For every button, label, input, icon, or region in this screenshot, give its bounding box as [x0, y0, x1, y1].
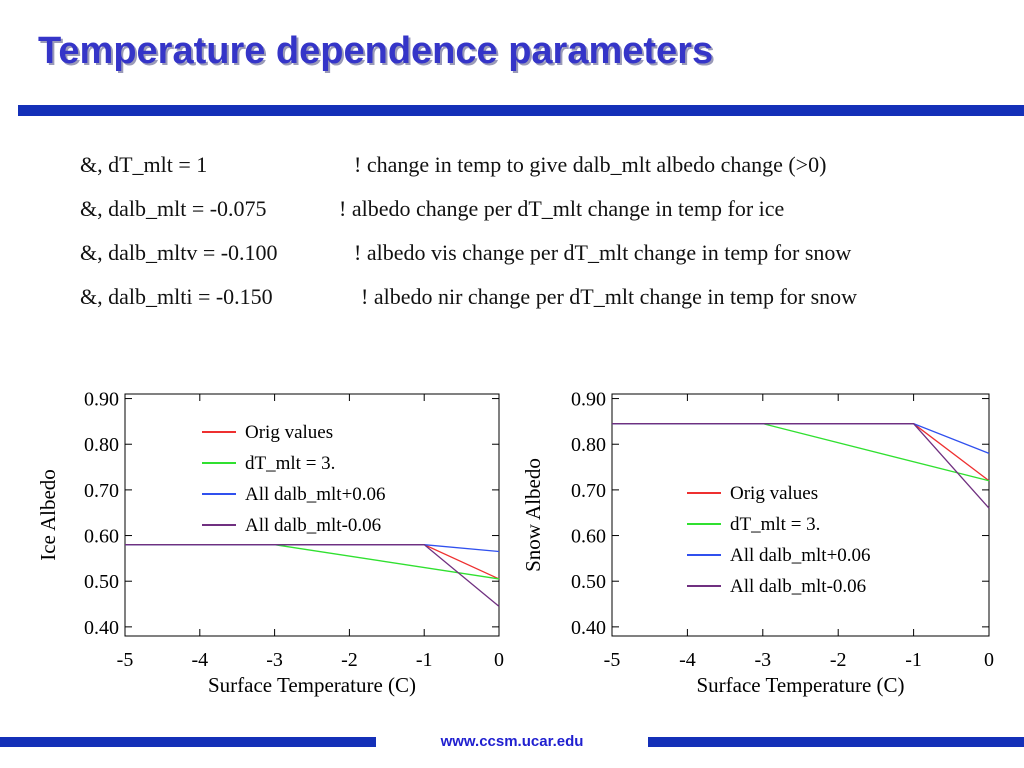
parameter-comment: ! albedo change per dT_mlt change in tem…	[339, 196, 785, 221]
legend-label: Orig values	[245, 422, 333, 443]
y-tick-label: 0.40	[571, 617, 606, 639]
x-tick-label: -1	[416, 649, 433, 671]
x-tick-label: -2	[830, 649, 847, 671]
y-axis-label: Snow Albedo	[521, 458, 545, 572]
title-divider	[18, 105, 1024, 116]
slide-title: Temperature dependence parameters	[38, 30, 714, 72]
x-tick-label: -5	[604, 649, 621, 671]
snow-albedo-chart-svg: 0.40 0.50 0.60 0.70 0.80 0.90 -5 -4 -3 -2 -1 0 Surfa…	[521, 389, 994, 697]
x-axis-label: Surface Temperature (C)	[208, 673, 416, 697]
legend-label: dT_mlt = 3.	[730, 514, 820, 535]
y-tick-label: 0.80	[571, 434, 606, 456]
parameter-comment: ! change in temp to give dalb_mlt albedo…	[354, 152, 827, 177]
footer-bar-left	[0, 737, 376, 747]
parameter-code: &, dalb_mltv = -0.100	[80, 240, 278, 265]
parameter-comment: ! albedo vis change per dT_mlt change in…	[354, 240, 852, 265]
parameter-comment: ! albedo nir change per dT_mlt change in…	[361, 284, 858, 309]
series-line	[612, 423, 990, 482]
series-line	[125, 544, 500, 580]
footer-link[interactable]: www.ccsm.ucar.edu	[440, 733, 584, 750]
x-axis-label: Surface Temperature (C)	[696, 673, 904, 697]
y-tick-label: 0.70	[84, 480, 119, 502]
plot-frame	[611, 393, 990, 637]
series-line	[612, 423, 990, 509]
series-line	[612, 423, 990, 482]
y-tick-label: 0.50	[84, 571, 119, 593]
plot-frame	[124, 393, 500, 637]
legend-label: All dalb_mlt+0.06	[730, 545, 871, 566]
x-tick-label: -1	[905, 649, 922, 671]
y-tick-label: 0.60	[84, 526, 119, 548]
x-tick-label: -4	[191, 649, 208, 671]
x-tick-label: -4	[679, 649, 696, 671]
snow-albedo-chart: 0.40 0.50 0.60 0.70 0.80 0.90 -5 -4 -3 -2 -1 0 Surfa…	[515, 378, 1005, 713]
parameter-code: &, dalb_mlti = -0.150	[80, 284, 273, 309]
legend-label: All dalb_mlt+0.06	[245, 484, 386, 505]
legend-label: Orig values	[730, 483, 818, 504]
x-tick-label: 0	[984, 649, 994, 671]
x-tick-label: -3	[754, 649, 771, 671]
parameter-code: &, dalb_mlt = -0.075	[80, 196, 267, 221]
y-tick-label: 0.70	[571, 480, 606, 502]
y-axis-label: Ice Albedo	[36, 469, 60, 561]
y-tick-label: 0.90	[571, 389, 606, 411]
y-tick-label: 0.80	[84, 434, 119, 456]
legend-label: All dalb_mlt-0.06	[245, 515, 381, 536]
ice-albedo-chart: 0.40 0.50 0.60 0.70 0.80 0.90 -5 -4 -3 -2 -1 0 Surfa…	[30, 378, 510, 713]
x-tick-label: -5	[117, 649, 134, 671]
parameter-code: &, dT_mlt = 1	[80, 152, 208, 177]
y-tick-label: 0.90	[84, 389, 119, 411]
ice-albedo-chart-svg: 0.40 0.50 0.60 0.70 0.80 0.90 -5 -4 -3 -2 -1 0 Surfa…	[36, 389, 504, 697]
x-tick-label: -2	[341, 649, 358, 671]
legend-label: All dalb_mlt-0.06	[730, 576, 866, 597]
legend-label: dT_mlt = 3.	[245, 453, 335, 474]
x-tick-label: 0	[494, 649, 504, 671]
series-line	[125, 544, 500, 607]
y-tick-label: 0.40	[84, 617, 119, 639]
footer-bar-right	[648, 737, 1024, 747]
y-tick-label: 0.60	[571, 526, 606, 548]
y-tick-label: 0.50	[571, 571, 606, 593]
x-tick-label: -3	[266, 649, 283, 671]
